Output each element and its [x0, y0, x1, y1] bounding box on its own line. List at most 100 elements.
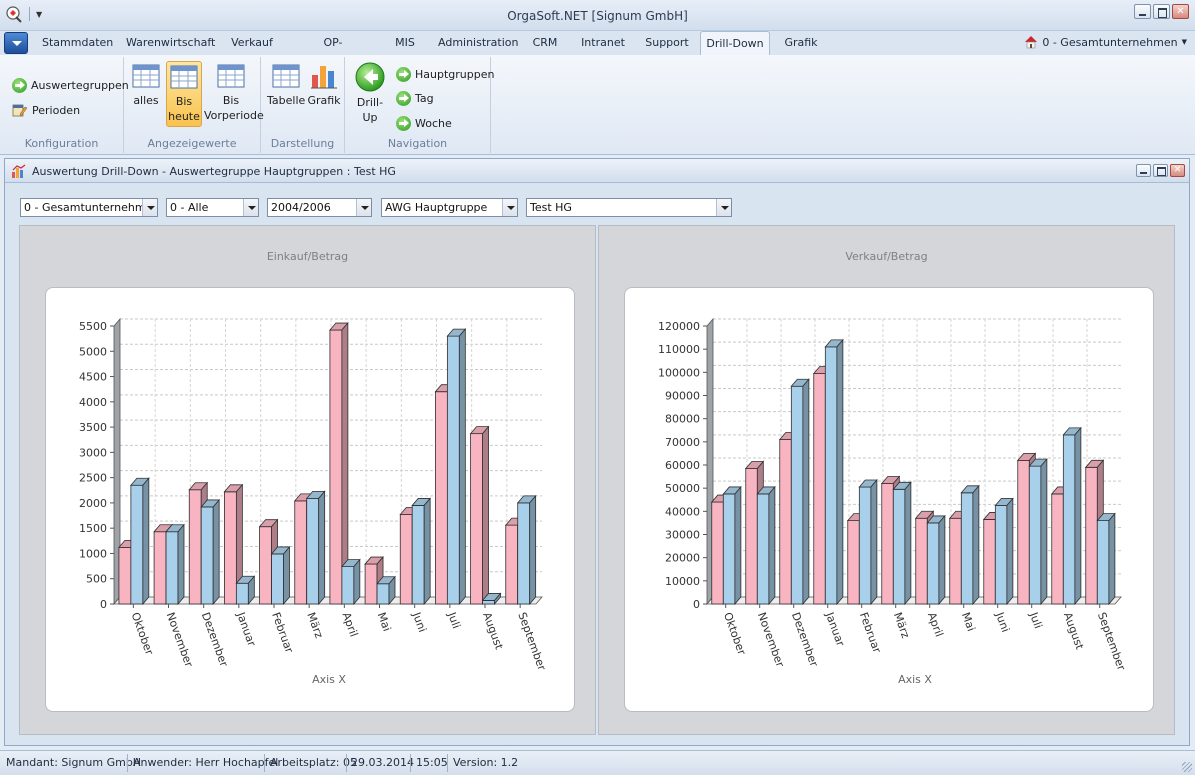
document-close-button[interactable] — [1170, 164, 1185, 177]
x-tick-label: November — [755, 611, 787, 670]
filter-periode-value: 2004/2006 — [271, 201, 331, 214]
bar-november-series-2 — [756, 485, 776, 606]
bis-heute-label-line2: heute — [168, 110, 200, 123]
app-menu-button[interactable] — [4, 32, 28, 54]
auswertegruppen-button[interactable]: Auswertegruppen — [12, 76, 129, 94]
tab-mis[interactable]: MIS — [395, 36, 415, 49]
chart-verkauf: 0 10000 20000 30000 40000 50000 60000 70000 8000… — [658, 317, 1128, 686]
bar-front — [224, 491, 237, 605]
bar-front — [505, 524, 519, 605]
tab-verkauf[interactable]: Verkauf — [231, 36, 273, 49]
grafik-button[interactable]: Grafik — [307, 61, 341, 108]
x-tick-label: Mai — [375, 611, 394, 634]
bar-front — [790, 385, 804, 605]
filter-filiale-select[interactable]: 0 - Alle — [166, 198, 259, 217]
chevron-down-icon[interactable] — [142, 199, 157, 216]
filter-gruppe-value: Test HG — [530, 201, 572, 214]
bar-front — [306, 497, 320, 605]
chevron-down-icon[interactable] — [243, 199, 258, 216]
y-tick-label: 2000 — [79, 497, 107, 510]
tabelle-button[interactable]: Tabelle — [267, 61, 305, 108]
tab-intranet[interactable]: Intranet — [581, 36, 625, 49]
bar-front — [1051, 493, 1064, 605]
y-tick-label: 10000 — [665, 575, 700, 588]
x-tick-label: September — [1095, 611, 1128, 673]
close-button[interactable] — [1172, 4, 1189, 19]
x-tick-label: Januar — [823, 610, 848, 649]
tab-op-verwaltung[interactable]: OP-Verwaltung — [302, 36, 364, 73]
filter-gruppe-select[interactable]: Test HG — [526, 198, 732, 217]
tab-grafik[interactable]: Grafik — [784, 36, 818, 49]
bar-front — [1028, 465, 1042, 605]
chevron-down-icon[interactable] — [716, 199, 731, 216]
bar-juli-series-2 — [1028, 458, 1048, 606]
x-tick-label: Juli — [445, 610, 463, 631]
bar-märz-series-2 — [892, 481, 912, 606]
document-maximize-button[interactable] — [1153, 164, 1168, 177]
bar-front — [188, 489, 202, 605]
hauptgruppen-button[interactable]: Hauptgruppen — [396, 65, 494, 83]
perioden-button[interactable]: Perioden — [12, 101, 80, 119]
tab-support[interactable]: Support — [645, 36, 689, 49]
y-tick-label: 1500 — [79, 522, 107, 535]
filter-periode-select[interactable]: 2004/2006 — [267, 198, 372, 217]
x-tick-label: Juni — [993, 610, 1012, 634]
document-minimize-button[interactable] — [1136, 164, 1151, 177]
group-label-konfiguration: Konfiguration — [24, 137, 99, 150]
minimize-button[interactable] — [1134, 4, 1151, 19]
chevron-down-icon[interactable] — [502, 199, 517, 216]
bar-juni-series-2 — [411, 497, 432, 606]
tab-stammdaten[interactable]: Stammdaten — [42, 36, 114, 49]
arrow-right-icon — [12, 77, 27, 93]
x-axis-floor — [113, 596, 543, 605]
resize-grip[interactable] — [1182, 762, 1192, 772]
y-tick-label: 4500 — [79, 371, 107, 384]
chevron-down-icon: ▼ — [1181, 38, 1187, 46]
tab-drill-down[interactable]: Drill-Down — [700, 31, 770, 55]
bar-side — [177, 523, 185, 606]
app-icon[interactable] — [5, 5, 23, 23]
y-tick-label: 40000 — [665, 505, 700, 518]
status-arbeitsplatz: Arbeitsplatz: 05 — [270, 756, 357, 769]
bis-vorperiode-button[interactable]: Bis Vorperiode — [204, 61, 264, 123]
bar-side — [388, 575, 396, 606]
y-tick-label: 5500 — [79, 320, 107, 333]
bar-front — [399, 514, 413, 605]
alles-button[interactable]: alles — [128, 61, 164, 108]
x-tick-label: November — [164, 611, 196, 670]
bar-side — [904, 481, 912, 606]
maximize-button[interactable] — [1153, 4, 1170, 19]
drill-up-button[interactable]: Drill-Up — [351, 61, 389, 125]
x-tick-label: März — [891, 611, 912, 641]
tab-crm[interactable]: CRM — [532, 36, 558, 49]
document-window: Auswertung Drill-Down - Auswertegruppe H… — [4, 158, 1190, 746]
status-separator — [410, 754, 411, 772]
bar-dezember-series-2 — [790, 378, 810, 606]
mandant-selector[interactable]: 0 - Gesamtunternehmen ▼ — [1024, 35, 1187, 49]
bar-front — [517, 502, 531, 605]
tag-button[interactable]: Tag — [396, 89, 434, 107]
bar-märz-series-2 — [305, 490, 326, 606]
bar-front — [130, 484, 144, 605]
x-tick-label: Januar — [234, 610, 259, 649]
bar-front — [824, 346, 838, 605]
filter-auswertegruppe-select[interactable]: AWG Hauptgruppe — [381, 198, 518, 217]
bis-heute-button[interactable]: Bis heute — [166, 61, 202, 127]
bar-januar-series-2 — [824, 338, 844, 606]
bar-front — [329, 329, 343, 605]
bar-front — [153, 531, 167, 605]
bar-front — [271, 553, 284, 605]
filter-mandant-select[interactable]: 0 - Gesamtunternehmen — [20, 198, 158, 217]
chevron-down-icon[interactable] — [356, 199, 371, 216]
bar-front — [341, 566, 355, 605]
qat-dropdown-icon[interactable]: ▼ — [36, 9, 43, 19]
tab-administration[interactable]: Administration — [438, 36, 519, 49]
woche-button[interactable]: Woche — [396, 114, 452, 132]
tab-warenwirtschaft[interactable]: Warenwirtschaft — [126, 36, 216, 49]
bar-front — [482, 600, 495, 605]
bar-august-series-2 — [1062, 426, 1082, 606]
filter-mandant-value: 0 - Gesamtunternehmen — [24, 201, 158, 214]
y-tick-label: 90000 — [665, 390, 700, 403]
bar-side — [423, 497, 431, 606]
bar-februar-series-2 — [858, 478, 878, 606]
